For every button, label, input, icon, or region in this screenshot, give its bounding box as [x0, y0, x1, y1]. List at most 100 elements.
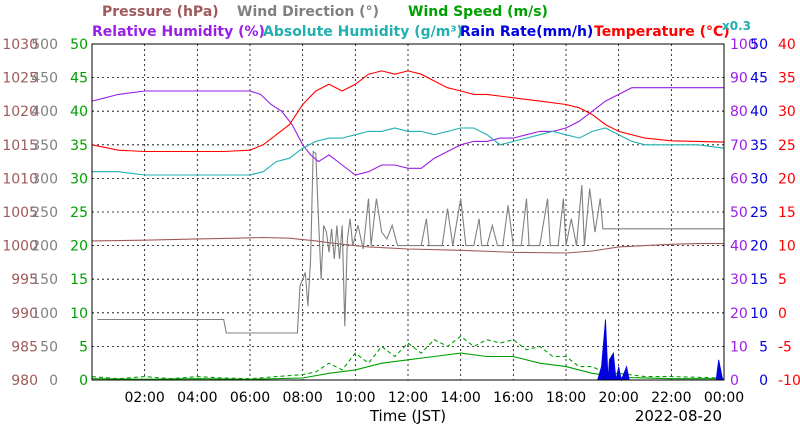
y-tick-pressure: 1030	[2, 37, 38, 53]
y-tick-rain-rate: 30	[750, 171, 768, 187]
y-tick-humidity: 100	[730, 37, 757, 53]
y-tick-wind-speed: 10	[70, 306, 88, 322]
legend: Pressure (hPa) Wind Direction (°) Wind S…	[92, 4, 751, 40]
x-tick-label: 04:00	[177, 390, 217, 406]
x-tick-label: 12:00	[388, 390, 428, 406]
legend-rain-rate: Rain Rate(mm/h)	[460, 24, 593, 40]
y-tick-wind-speed: 5	[79, 339, 88, 355]
y-tick-humidity: 40	[730, 239, 748, 255]
y-tick-humidity: 10	[730, 339, 748, 355]
y-tick-humidity: 20	[730, 306, 748, 322]
y-tick-wind-direction: 0	[49, 373, 58, 389]
y-tick-wind-speed: 20	[70, 239, 88, 255]
y-tick-wind-direction: 250	[31, 205, 58, 221]
series-temperature-c	[91, 70, 725, 153]
y-tick-temperature: 20	[778, 171, 796, 187]
y-tick-rain-rate: 50	[750, 37, 768, 53]
y-tick-humidity: 50	[730, 205, 748, 221]
y-tick-rain-rate: 45	[750, 71, 768, 87]
y-tick-pressure: 1010	[2, 171, 38, 187]
y-tick-pressure: 1025	[2, 71, 38, 87]
x-tick-label: 08:00	[282, 390, 322, 406]
y-tick-wind-speed: 35	[70, 138, 88, 154]
y-tick-pressure: 980	[11, 373, 38, 389]
legend-scale-note: x0.3	[722, 19, 751, 33]
legend-wind-direction: Wind Direction (°)	[237, 4, 379, 20]
y-tick-wind-direction: 350	[31, 138, 58, 154]
x-tick-label: 00:00	[704, 390, 744, 406]
series-pressure-hpa	[91, 236, 724, 254]
y-tick-pressure: 985	[11, 339, 38, 355]
y-tick-pressure: 990	[11, 306, 38, 322]
y-tick-temperature: 35	[778, 71, 796, 87]
series-absolute-humidity-g-m	[92, 127, 725, 176]
y-tick-temperature: -10	[778, 373, 800, 389]
y-tick-humidity: 30	[730, 272, 748, 288]
y-tick-rain-rate: 20	[750, 239, 768, 255]
y-tick-temperature: 5	[778, 272, 787, 288]
y-tick-wind-direction: 150	[31, 272, 58, 288]
y-tick-pressure: 1020	[2, 104, 38, 120]
plot-frame	[91, 43, 725, 381]
y-tick-wind-speed: 30	[70, 171, 88, 187]
legend-wind-speed: Wind Speed (m/s)	[408, 4, 548, 20]
series-wind-speed-m-s	[91, 352, 724, 380]
y-tick-wind-speed: 0	[79, 373, 88, 389]
y-tick-humidity: 90	[730, 71, 748, 87]
y-tick-wind-speed: 40	[70, 104, 88, 120]
y-tick-pressure: 1015	[2, 138, 38, 154]
y-tick-temperature: 15	[778, 205, 796, 221]
y-tick-wind-speed: 15	[70, 272, 88, 288]
y-tick-wind-direction: 100	[31, 306, 58, 322]
y-tick-wind-direction: 450	[31, 71, 58, 87]
legend-relative-humidity: Relative Humidity (%)	[92, 24, 265, 40]
plot-area	[91, 70, 725, 382]
y-tick-wind-direction: 500	[31, 37, 58, 53]
axis-labels: 1030102510201015101010051000995990985980…	[2, 37, 800, 389]
series-wind-speed-m-s	[91, 335, 725, 380]
x-tick-label: 16:00	[493, 390, 533, 406]
y-tick-temperature: 0	[778, 306, 787, 322]
y-tick-wind-direction: 300	[31, 171, 58, 187]
x-tick-label: 14:00	[440, 390, 480, 406]
series-relative-humidity	[91, 87, 724, 176]
series-wind-direction	[97, 150, 724, 334]
x-tick-label: 10:00	[335, 390, 375, 406]
x-tick-label: 06:00	[230, 390, 270, 406]
y-tick-pressure: 1000	[2, 239, 38, 255]
y-tick-wind-speed: 45	[70, 71, 88, 87]
y-tick-rain-rate: 0	[759, 373, 768, 389]
date-label: 2022-08-20	[635, 407, 722, 425]
y-tick-temperature: 40	[778, 37, 796, 53]
y-tick-wind-direction: 50	[40, 339, 58, 355]
y-tick-temperature: -5	[778, 339, 792, 355]
y-tick-rain-rate: 15	[750, 272, 768, 288]
grid	[92, 44, 724, 380]
series-rain-rate-mm-h	[92, 319, 724, 382]
y-tick-temperature: 25	[778, 138, 796, 154]
y-tick-humidity: 70	[730, 138, 748, 154]
y-tick-humidity: 60	[730, 171, 748, 187]
y-tick-rain-rate: 5	[759, 339, 768, 355]
y-tick-rain-rate: 40	[750, 104, 768, 120]
x-tick-label: 22:00	[651, 390, 691, 406]
y-tick-rain-rate: 25	[750, 205, 768, 221]
x-tick-label: 02:00	[124, 390, 164, 406]
x-tick-label: 20:00	[598, 390, 638, 406]
y-tick-pressure: 1005	[2, 205, 38, 221]
x-axis-title: Time (JST)	[369, 407, 446, 425]
y-tick-temperature: 30	[778, 104, 796, 120]
y-tick-wind-direction: 400	[31, 104, 58, 120]
y-tick-rain-rate: 35	[750, 138, 768, 154]
x-tick-label: 18:00	[546, 390, 586, 406]
y-tick-humidity: 80	[730, 104, 748, 120]
y-tick-wind-speed: 25	[70, 205, 88, 221]
y-tick-humidity: 0	[730, 373, 739, 389]
y-tick-rain-rate: 10	[750, 306, 768, 322]
y-tick-wind-speed: 50	[70, 37, 88, 53]
legend-pressure: Pressure (hPa)	[102, 4, 219, 20]
y-tick-wind-direction: 200	[31, 239, 58, 255]
y-tick-pressure: 995	[11, 272, 38, 288]
x-tick-labels: 02:00 04:00 06:00 08:00 10:00 12:00 14:00 16:00…	[124, 390, 744, 406]
